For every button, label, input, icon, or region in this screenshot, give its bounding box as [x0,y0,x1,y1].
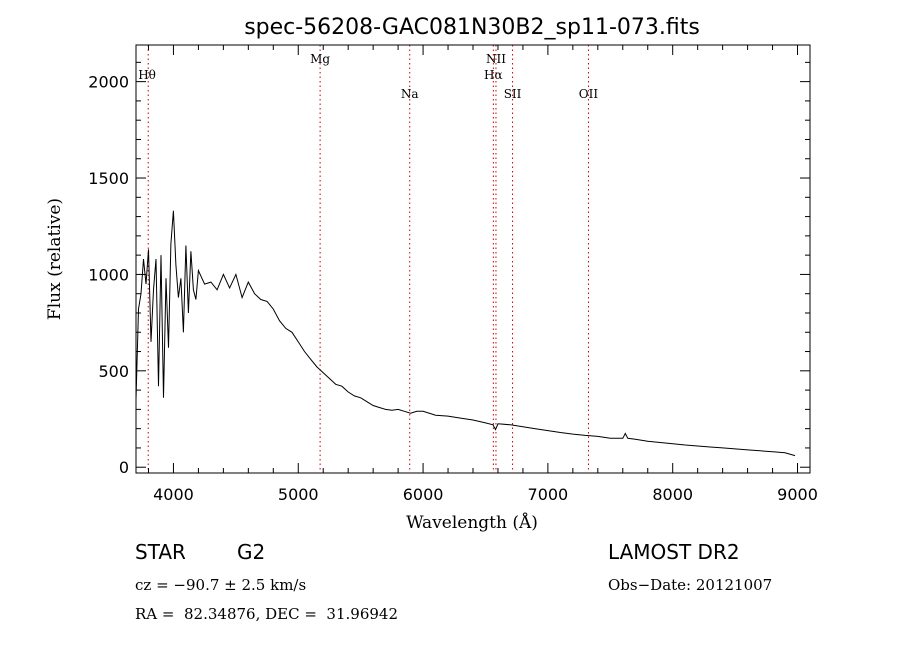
line-marker-label: Hα [484,68,503,82]
line-marker-label: Mg [310,52,330,66]
spectrum-line [135,210,796,457]
line-marker-label: SII [504,87,522,101]
y-axis-ticks: 0 500 1000 1500 2000 [88,61,810,477]
x-tick-label: 6000 [403,485,444,504]
plot-frame [135,44,811,474]
survey-name: LAMOST DR2 [608,540,740,564]
y-tick-label: 500 [98,362,129,381]
x-tick-label: 8000 [652,485,693,504]
chart-title: spec-56208-GAC081N30B2_sp11-073.fits [244,15,700,40]
y-axis-label: Flux (relative) [45,198,65,320]
object-class: STAR [135,540,186,564]
y-tick-label: 2000 [88,73,129,92]
line-marker-label: OII [579,87,599,101]
y-tick-label: 0 [119,458,129,477]
line-marker-label: Na [401,87,419,101]
x-axis-ticks: 4000 5000 6000 7000 8000 9000 [147,45,818,504]
x-tick-label: 7000 [528,485,569,504]
x-tick-label: 9000 [777,485,818,504]
line-marker-label: Hθ [138,68,156,82]
x-axis-label: Wavelength (Å) [406,512,538,533]
line-marker-label: NII [486,52,506,66]
x-tick-label: 4000 [153,485,194,504]
y-tick-label: 1000 [88,265,129,284]
redshift-velocity: cz = −90.7 ± 2.5 km/s [135,576,307,594]
spectral-subclass: G2 [237,540,266,564]
sky-coordinates: RA = 82.34876, DEC = 31.96942 [135,605,399,623]
x-tick-label: 5000 [278,485,319,504]
observation-date: Obs−Date: 20121007 [608,576,773,594]
y-tick-label: 1500 [88,169,129,188]
